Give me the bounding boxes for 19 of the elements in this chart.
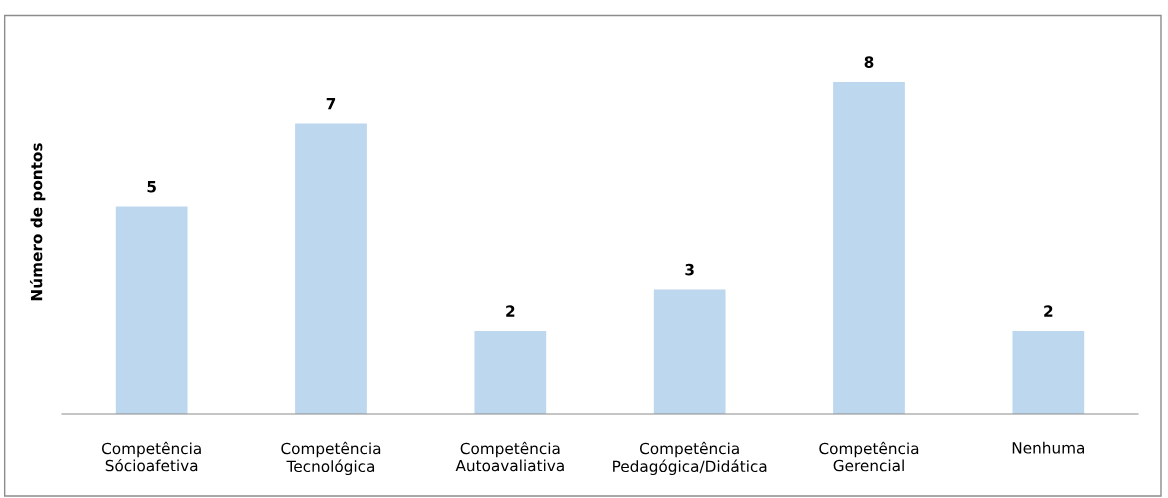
data-label: 2 (1044, 305, 1053, 317)
bar (833, 82, 905, 414)
bar (295, 123, 367, 414)
bar (474, 331, 547, 414)
bar (1012, 331, 1085, 414)
data-label: 3 (685, 263, 694, 276)
x-tick-label: Competência Autoavaliativa (455, 441, 564, 472)
x-tick-label: Competência Tecnológica (281, 441, 381, 476)
bar (115, 206, 188, 414)
x-tick-label: Competência Pedagógica/Didática (613, 441, 767, 476)
x-tick-label: Competência Sócioafetiva (101, 441, 201, 472)
data-label: 2 (506, 305, 515, 317)
y-axis-title: Número de pontos (29, 143, 46, 301)
x-tick-label: Nenhuma (1012, 441, 1085, 454)
x-tick-label: Competência Gerencial (819, 441, 919, 472)
data-label: 7 (326, 98, 336, 110)
data-label: 8 (864, 56, 874, 68)
data-label: 5 (147, 181, 156, 193)
bar (653, 289, 726, 414)
